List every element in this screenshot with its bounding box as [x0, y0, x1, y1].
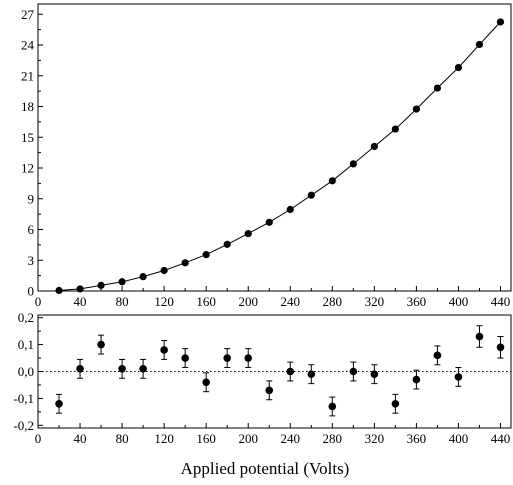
- data-point: [412, 105, 420, 113]
- data-point: [223, 240, 231, 248]
- residual-point: [76, 365, 84, 373]
- data-point: [391, 125, 399, 133]
- x-tick-label: 160: [196, 294, 216, 309]
- residual-point: [223, 354, 231, 362]
- residual-point: [328, 402, 337, 411]
- x-axis-title: Applied potential (Volts): [181, 459, 350, 478]
- data-point: [349, 160, 357, 168]
- x-tick-label: 40: [74, 431, 87, 446]
- x-tick-label: 80: [116, 294, 129, 309]
- x-tick-label: 240: [281, 294, 301, 309]
- y-tick-label: 0,2: [18, 310, 34, 325]
- y-tick-label: 27: [21, 7, 35, 22]
- residual-point: [265, 386, 274, 395]
- x-tick-label: 280: [323, 294, 343, 309]
- data-point: [328, 177, 336, 185]
- x-tick-label: 80: [116, 431, 129, 446]
- residual-point: [286, 367, 295, 376]
- residual-point: [349, 367, 358, 376]
- residual-point: [475, 332, 484, 341]
- x-tick-label: 320: [365, 431, 385, 446]
- residual-point: [244, 354, 253, 362]
- data-point: [496, 18, 505, 26]
- y-tick-label: 21: [21, 68, 34, 83]
- plot-frame: [37, 3, 512, 292]
- x-tick-label: 400: [449, 294, 469, 309]
- data-point: [370, 142, 378, 151]
- data-point: [181, 259, 189, 267]
- data-point: [475, 40, 484, 49]
- y-tick-label: 6: [28, 222, 35, 237]
- residual-point: [139, 365, 147, 373]
- residual-point: [454, 373, 463, 381]
- y-tick-label: 0: [28, 284, 35, 299]
- x-tick-label: 120: [154, 294, 174, 309]
- y-tick-label: 0,0: [18, 364, 34, 379]
- x-tick-label: 200: [238, 431, 258, 446]
- x-tick-label: 200: [238, 294, 258, 309]
- data-point: [202, 251, 210, 259]
- x-tick-label: 320: [365, 294, 385, 309]
- residual-point: [391, 399, 400, 408]
- residual-point: [160, 346, 168, 354]
- y-tick-label: -0,1: [13, 391, 34, 406]
- x-tick-label: 360: [407, 431, 427, 446]
- data-point: [118, 278, 126, 286]
- x-tick-label: 0: [35, 294, 42, 309]
- residual-point: [97, 340, 105, 349]
- residual-point: [202, 378, 210, 387]
- residual-point: [433, 351, 442, 360]
- data-point: [55, 286, 63, 295]
- data-point: [454, 63, 463, 72]
- x-tick-label: 160: [196, 431, 216, 446]
- residual-point: [307, 370, 316, 378]
- x-tick-label: 0: [35, 431, 42, 446]
- x-tick-label: 120: [154, 431, 174, 446]
- y-tick-label: -0,2: [13, 418, 34, 433]
- data-point: [97, 281, 105, 289]
- residual-point: [55, 399, 63, 408]
- x-tick-label: 400: [449, 431, 469, 446]
- data-point: [265, 218, 273, 226]
- x-tick-label: 440: [491, 431, 511, 446]
- y-tick-label: 24: [21, 38, 35, 53]
- residual-point: [370, 370, 379, 378]
- x-tick-label: 240: [281, 431, 301, 446]
- data-point: [307, 191, 315, 199]
- residual-point: [118, 365, 126, 373]
- data-point: [286, 205, 294, 214]
- data-point: [433, 84, 442, 92]
- residual-plot-panel: 0 40 80 120 160 200 240 280 320 360 400 440 0,2 0,1 0,…: [13, 310, 512, 446]
- x-tick-label: 280: [323, 431, 343, 446]
- x-tick-label: 360: [407, 294, 427, 309]
- y-tick-label: 9: [28, 191, 35, 206]
- main-plot-panel: 0 40 80 120 160 200 240 280 320 360 400 440 0 3 6 9 12 15…: [21, 3, 512, 309]
- data-point: [160, 266, 168, 275]
- y-tick-label: 0,1: [18, 337, 34, 352]
- data-point: [76, 285, 84, 293]
- fit-line: [58, 21, 501, 291]
- y-tick-label: 12: [21, 161, 34, 176]
- x-tick-label: 440: [491, 294, 511, 309]
- data-point: [139, 273, 147, 281]
- y-tick-label: 18: [21, 99, 34, 114]
- residual-point: [412, 375, 421, 384]
- y-tick-label: 15: [21, 130, 34, 145]
- y-tick-label: 3: [28, 253, 35, 268]
- x-tick-label: 40: [74, 294, 87, 309]
- data-point: [244, 230, 252, 238]
- residual-point: [181, 354, 189, 362]
- residual-point: [496, 343, 505, 352]
